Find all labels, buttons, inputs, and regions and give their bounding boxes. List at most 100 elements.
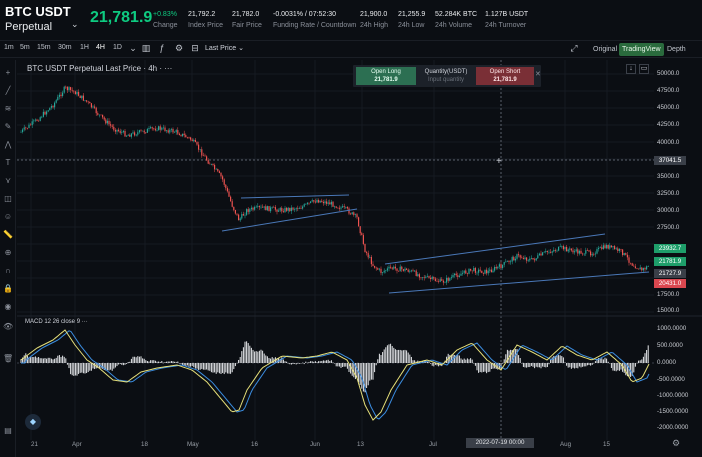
candle-body <box>585 250 587 254</box>
timeframe-15m[interactable]: 15m <box>37 44 51 51</box>
timeframe-5m[interactable]: 5m <box>20 44 30 51</box>
candle-body <box>362 235 364 244</box>
settings-icon[interactable]: ⚙ <box>174 43 184 53</box>
timeframe-30m[interactable]: 30m <box>58 44 72 51</box>
macd-histogram-bar <box>57 355 59 363</box>
open-short-button[interactable]: Open Short 21,781.9 <box>476 67 534 85</box>
candle-body <box>353 212 355 215</box>
pattern-tool-icon[interactable]: ⋀ <box>4 140 12 149</box>
quantity-label: Quantity(USDT) <box>424 69 468 75</box>
zoom-tool-icon[interactable]: ⊕ <box>4 248 12 257</box>
pair-selector[interactable]: BTC USDT Perpetual ⌄ <box>5 4 79 35</box>
candle-body <box>273 207 275 208</box>
macd-histogram-bar <box>215 363 217 374</box>
macd-histogram-bar <box>290 363 292 365</box>
stat-24h-low: 21,255.9 24h Low <box>398 9 425 31</box>
open-long-button[interactable]: Open Long 21,781.9 <box>356 67 416 85</box>
candle-body <box>71 89 73 91</box>
macd-histogram-bar <box>438 363 440 367</box>
candle-body <box>630 262 632 264</box>
lock-tool-icon[interactable]: 🔒 <box>3 284 13 293</box>
fullscreen-icon[interactable]: ⤢ <box>570 43 578 53</box>
timeframe-1h[interactable]: 1H <box>80 44 89 51</box>
screenshot-icon[interactable]: ▭ <box>639 64 649 74</box>
candle-body <box>190 137 192 140</box>
view-tradingview[interactable]: TradingView <box>619 43 664 56</box>
price-type-select[interactable]: Last Price ⌄ <box>205 45 244 52</box>
candle-body <box>446 277 448 283</box>
measure-tool-icon[interactable]: ⋎ <box>5 176 11 185</box>
chart-area[interactable]: + BTC USDT Perpetual Last Price · 4h · ·… <box>17 60 702 457</box>
magnet-tool-icon[interactable]: ∩ <box>5 266 11 275</box>
macd-histogram-bar <box>54 358 56 363</box>
timeframe-4h[interactable]: 4H <box>96 44 105 51</box>
candle-body <box>465 270 467 274</box>
candle-body <box>447 277 449 281</box>
candle-body <box>471 270 473 272</box>
view-depth[interactable]: Depth <box>667 46 686 53</box>
price-tick: 40000.0 <box>657 139 680 146</box>
candle-type-icon[interactable]: ▥ <box>141 43 151 53</box>
candle-body <box>47 110 49 112</box>
macd-histogram-bar <box>356 363 358 379</box>
timeframe-1d[interactable]: 1D <box>113 44 122 51</box>
ruler-tool-icon[interactable]: 📏 <box>3 230 13 239</box>
chevron-down-icon[interactable]: ⌄ <box>71 19 79 29</box>
stat-label: Change <box>153 22 178 29</box>
candle-body <box>76 91 78 95</box>
timeframe-1m[interactable]: 1m <box>4 44 14 51</box>
candle-body <box>390 266 392 268</box>
candle-body <box>591 254 593 256</box>
brush-tool-icon[interactable]: ✎ <box>4 122 12 131</box>
candle-body <box>545 251 547 252</box>
candle-body <box>439 279 441 282</box>
eye-tool-icon[interactable]: 👁 <box>3 322 14 331</box>
macd-histogram-bar <box>502 363 504 364</box>
forecast-tool-icon[interactable]: ◫ <box>4 194 12 203</box>
chart-canvas[interactable]: + <box>17 60 702 457</box>
trend-line <box>221 208 358 232</box>
macd-histogram-bar <box>177 361 179 363</box>
trendline-tool-icon[interactable]: ╱ <box>5 86 11 95</box>
candle-body <box>186 137 188 138</box>
quantity-input[interactable]: Quantity(USDT) Input quantity <box>417 67 475 85</box>
macd-histogram-bar <box>305 361 307 363</box>
drawing-tools-sidebar: + ╱ ≋ ✎ ⋀ T ⋎ ◫ ☺ 📏 ⊕ ∩ 🔒 ◉ 👁 🗑 ▤ <box>0 60 16 457</box>
stat-label: Fair Price <box>232 22 262 29</box>
macd-histogram-bar <box>130 358 132 363</box>
indicators-icon[interactable]: ƒ <box>159 43 165 53</box>
chevron-down-icon[interactable]: ⌄ <box>129 43 137 53</box>
macd-histogram-bar <box>599 358 601 363</box>
macd-histogram-bar <box>194 363 196 369</box>
trash-tool-icon[interactable]: 🗑 <box>3 354 14 363</box>
candle-body <box>393 266 395 269</box>
text-tool-icon[interactable]: T <box>5 158 11 167</box>
crosshair-tool-icon[interactable]: + <box>5 68 11 77</box>
close-icon[interactable]: ✕ <box>535 71 541 78</box>
layout-icon[interactable]: ⊟ <box>191 43 199 53</box>
macd-histogram-bar <box>602 359 604 363</box>
macd-histogram-bar <box>33 357 35 363</box>
macd-histogram-bar <box>534 363 536 369</box>
fib-tool-icon[interactable]: ≋ <box>4 104 12 113</box>
view-original[interactable]: Original <box>593 46 618 53</box>
chart-settings-icon[interactable]: ⚙ <box>672 438 681 448</box>
macd-histogram-bar <box>434 363 436 365</box>
macd-histogram-bar <box>217 363 219 373</box>
macd-histogram-bar <box>332 362 334 363</box>
hide-tool-icon[interactable]: ◉ <box>4 302 12 311</box>
macd-histogram-bar <box>532 363 534 367</box>
icon-tool-icon[interactable]: ☺ <box>3 212 13 221</box>
collapse-tool-icon[interactable]: ▤ <box>4 426 12 435</box>
pair-title[interactable]: BTC USDT <box>5 4 71 19</box>
time-tick: 15 <box>603 441 610 448</box>
candle-body <box>463 270 465 273</box>
crosshair-date-badge: 2022-07-19 00:00 <box>466 438 534 448</box>
macd-histogram-bar <box>106 363 108 371</box>
candle-body <box>612 246 614 248</box>
download-icon[interactable]: ↓ <box>626 64 636 74</box>
macd-histogram-bar <box>567 363 569 368</box>
tradingview-logo-icon[interactable]: ◆ <box>25 414 41 430</box>
candle-body <box>65 86 67 88</box>
macd-histogram-bar <box>199 363 201 370</box>
